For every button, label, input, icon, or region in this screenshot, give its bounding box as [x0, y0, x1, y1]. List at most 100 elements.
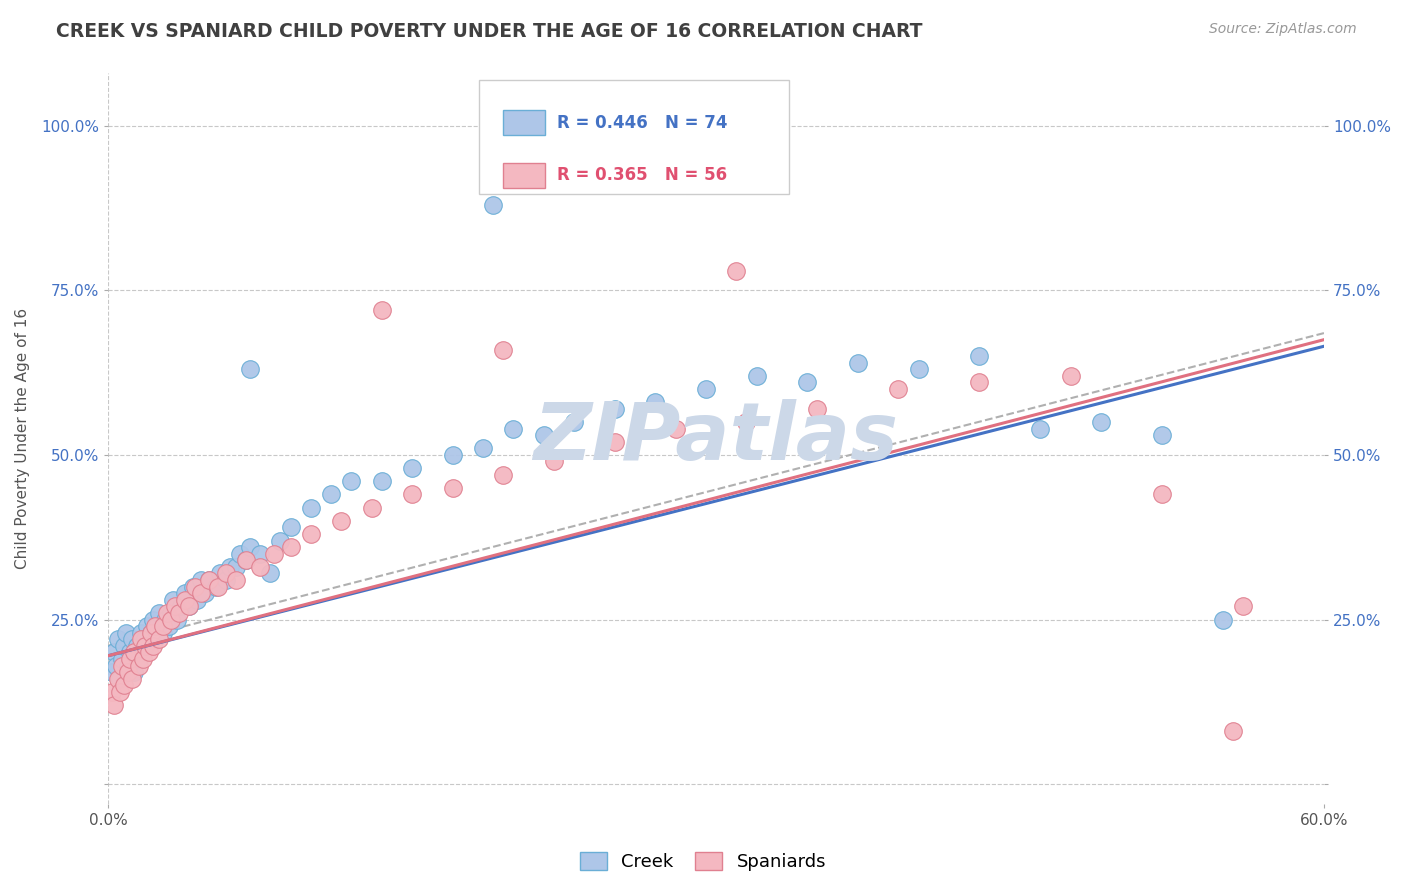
Point: [162, 592, 184, 607]
Point: [370, 475, 392, 489]
Point: [492, 467, 515, 482]
Point: [806, 401, 828, 416]
Point: [225, 573, 247, 587]
Point: [112, 639, 135, 653]
Point: [143, 619, 166, 633]
Point: [249, 559, 271, 574]
Point: [360, 500, 382, 515]
Point: [229, 547, 252, 561]
Point: [190, 573, 212, 587]
Point: [190, 586, 212, 600]
Point: [745, 368, 768, 383]
Point: [128, 652, 150, 666]
Point: [101, 665, 124, 680]
Legend: Creek, Spaniards: Creek, Spaniards: [572, 845, 834, 879]
Text: CREEK VS SPANIARD CHILD POVERTY UNDER THE AGE OF 16 CORRELATION CHART: CREEK VS SPANIARD CHILD POVERTY UNDER TH…: [56, 22, 922, 41]
FancyBboxPatch shape: [479, 80, 789, 194]
Point: [181, 580, 204, 594]
Point: [152, 619, 174, 633]
Point: [218, 559, 240, 574]
Point: [603, 401, 626, 416]
Point: [107, 632, 129, 647]
Point: [269, 533, 291, 548]
Point: [128, 658, 150, 673]
Text: ZIPatlas: ZIPatlas: [533, 400, 898, 477]
Text: R = 0.365   N = 56: R = 0.365 N = 56: [557, 166, 727, 185]
Point: [139, 625, 162, 640]
Point: [441, 448, 464, 462]
Y-axis label: Child Poverty Under the Age of 16: Child Poverty Under the Age of 16: [15, 308, 30, 569]
Text: R = 0.446   N = 74: R = 0.446 N = 74: [557, 113, 727, 132]
Point: [1150, 428, 1173, 442]
Point: [131, 645, 153, 659]
Point: [198, 573, 221, 587]
Point: [179, 599, 201, 614]
Point: [239, 540, 262, 554]
Point: [401, 487, 423, 501]
Point: [160, 606, 183, 620]
Point: [887, 382, 910, 396]
Point: [117, 658, 139, 673]
Point: [502, 421, 524, 435]
Point: [167, 606, 190, 620]
Point: [124, 665, 146, 680]
Point: [103, 645, 125, 659]
Point: [735, 415, 758, 429]
Point: [280, 540, 302, 554]
Point: [142, 613, 165, 627]
Point: [131, 652, 153, 666]
Point: [1090, 415, 1112, 429]
Point: [907, 362, 929, 376]
Point: [134, 632, 156, 647]
Point: [340, 475, 363, 489]
Point: [401, 461, 423, 475]
Point: [259, 566, 281, 581]
Point: [112, 678, 135, 692]
Point: [472, 442, 495, 456]
Text: Source: ZipAtlas.com: Source: ZipAtlas.com: [1209, 22, 1357, 37]
Point: [138, 645, 160, 659]
Point: [125, 639, 148, 653]
Point: [543, 454, 565, 468]
Point: [110, 672, 132, 686]
Point: [492, 343, 515, 357]
Point: [103, 698, 125, 713]
Point: [562, 415, 585, 429]
Point: [846, 356, 869, 370]
Point: [482, 197, 505, 211]
Point: [235, 553, 257, 567]
Point: [120, 652, 142, 666]
Point: [969, 349, 991, 363]
Point: [139, 625, 162, 640]
Point: [163, 599, 186, 614]
Point: [174, 592, 197, 607]
Point: [796, 376, 818, 390]
Point: [319, 487, 342, 501]
Point: [121, 672, 143, 686]
Point: [235, 553, 257, 567]
Point: [299, 527, 322, 541]
Point: [166, 613, 188, 627]
Point: [207, 580, 229, 594]
Point: [208, 566, 231, 581]
Point: [124, 645, 146, 659]
Point: [142, 639, 165, 653]
Point: [1150, 487, 1173, 501]
Point: [111, 658, 134, 673]
Point: [117, 665, 139, 680]
Point: [603, 434, 626, 449]
Point: [160, 613, 183, 627]
Point: [215, 573, 238, 587]
Point: [115, 625, 138, 640]
Point: [129, 632, 152, 647]
Point: [184, 580, 207, 594]
Point: [204, 580, 226, 594]
Point: [157, 619, 180, 633]
Point: [194, 586, 217, 600]
Point: [134, 639, 156, 653]
Point: [198, 573, 221, 587]
Point: [152, 625, 174, 640]
Point: [174, 586, 197, 600]
Point: [299, 500, 322, 515]
Point: [370, 303, 392, 318]
